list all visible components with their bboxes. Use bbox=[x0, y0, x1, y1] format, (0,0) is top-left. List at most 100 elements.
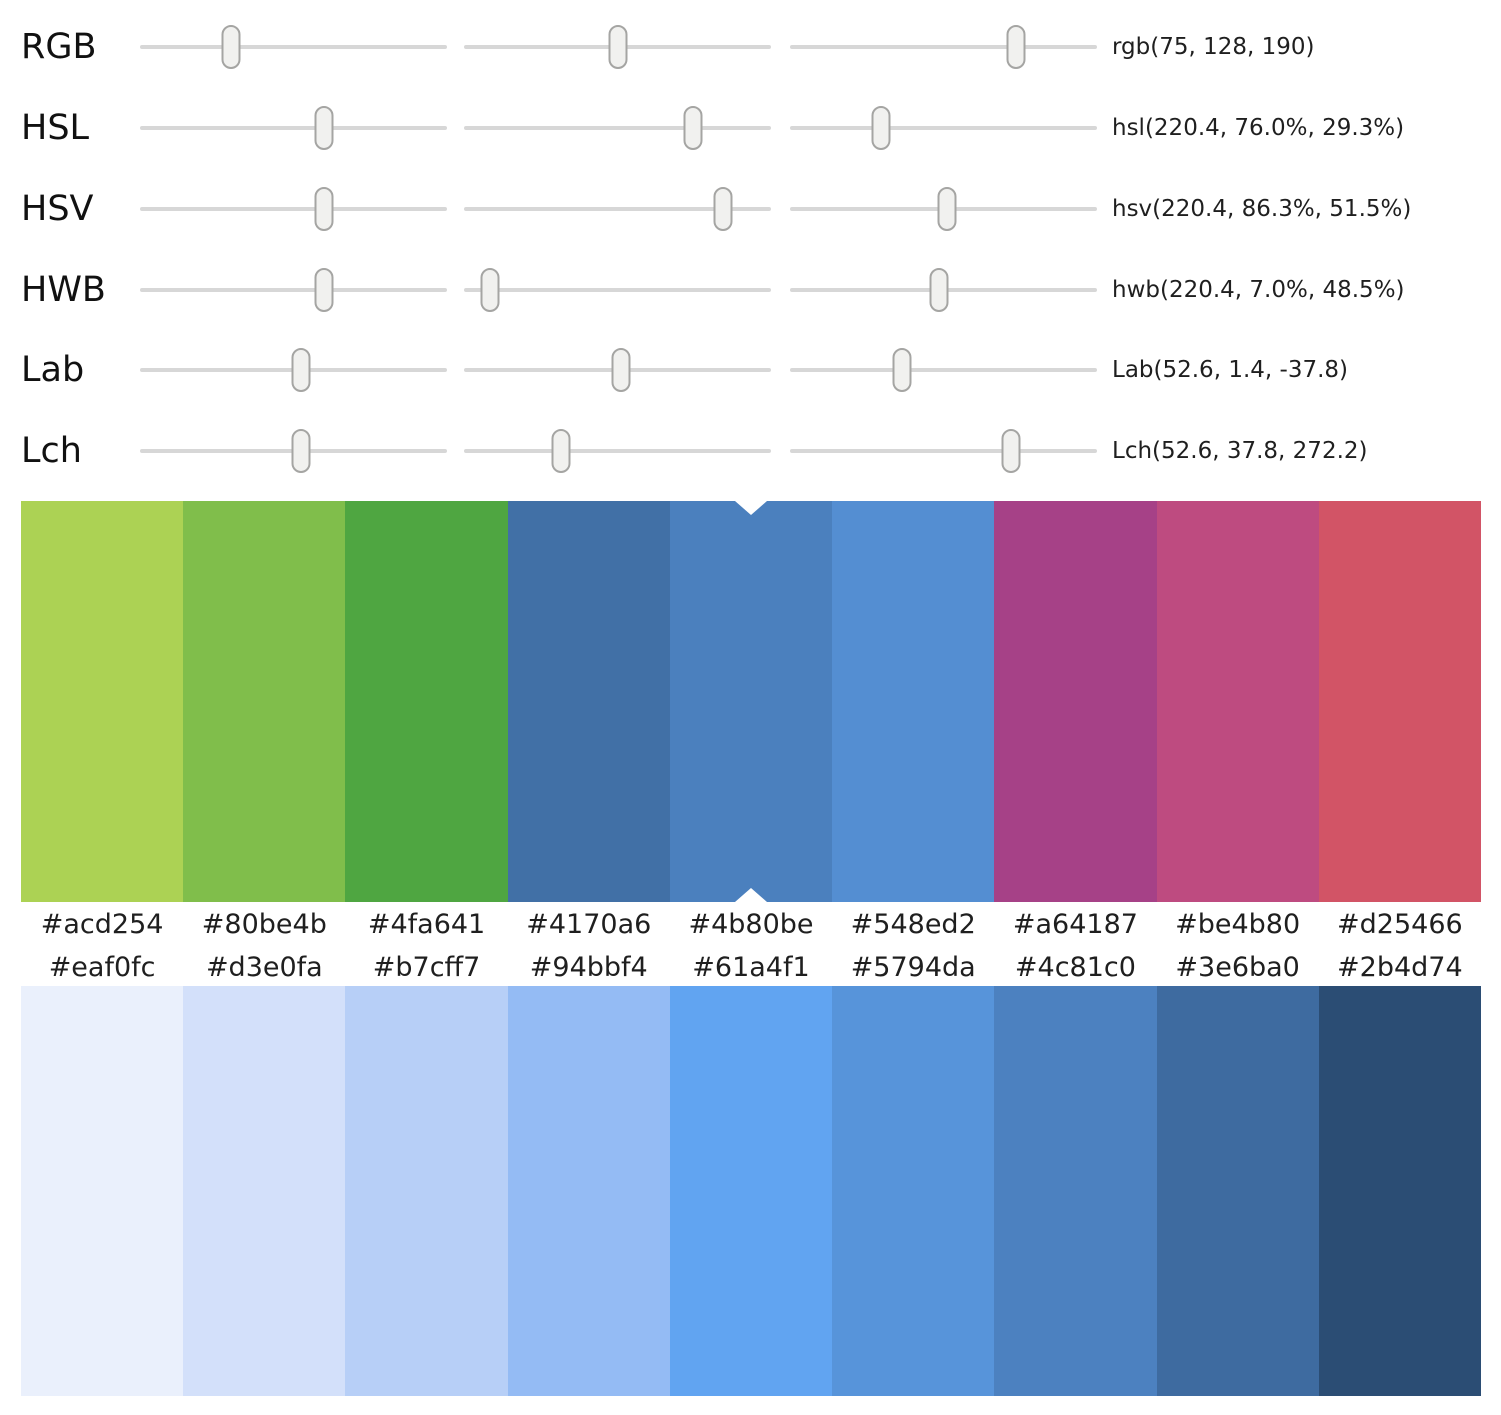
hex-label: #94bbf4 bbox=[529, 952, 648, 983]
slider-thumb[interactable] bbox=[314, 268, 334, 312]
lab-a-slider[interactable] bbox=[464, 348, 771, 392]
hue-swatch-3[interactable] bbox=[345, 501, 508, 902]
shade-swatch-3[interactable] bbox=[345, 986, 508, 1396]
hue-swatch-5-selected[interactable] bbox=[669, 501, 833, 902]
slider-thumb[interactable] bbox=[221, 25, 241, 69]
hue-swatch-2[interactable] bbox=[183, 501, 346, 902]
hue-swatch-6[interactable] bbox=[832, 501, 995, 902]
hex-label: #61a4f1 bbox=[692, 952, 810, 983]
hex-label: #b7cff7 bbox=[372, 952, 481, 983]
hue-swatch-1[interactable] bbox=[21, 501, 184, 902]
hwb-blackness-slider[interactable] bbox=[790, 268, 1097, 312]
shade-swatch-1[interactable] bbox=[21, 986, 184, 1396]
hsl-value-text: hsl(220.4, 76.0%, 29.3%) bbox=[1112, 115, 1405, 141]
slider-thumb[interactable] bbox=[871, 106, 891, 150]
hex-label: #548ed2 bbox=[850, 909, 976, 940]
shade-hex-labels: #eaf0fc #d3e0fa #b7cff7 #94bbf4 #61a4f1 … bbox=[21, 948, 1481, 988]
slider-thumb[interactable] bbox=[1006, 25, 1026, 69]
hue-swatch-7[interactable] bbox=[994, 501, 1157, 902]
slider-thumb[interactable] bbox=[608, 25, 628, 69]
hex-label: #80be4b bbox=[201, 909, 327, 940]
slider-thumb[interactable] bbox=[314, 106, 334, 150]
slider-thumb[interactable] bbox=[683, 106, 703, 150]
slider-thumb[interactable] bbox=[480, 268, 500, 312]
shade-palette bbox=[21, 986, 1481, 1396]
hsv-saturation-slider[interactable] bbox=[464, 187, 771, 231]
slider-thumb[interactable] bbox=[291, 348, 311, 392]
slider-thumb[interactable] bbox=[713, 187, 733, 231]
selected-swatch-top-notch-icon bbox=[735, 501, 767, 515]
slider-track[interactable] bbox=[790, 449, 1097, 453]
rgb-blue-slider[interactable] bbox=[790, 25, 1097, 69]
shade-swatch-7[interactable] bbox=[994, 986, 1157, 1396]
hex-label: #4c81c0 bbox=[1014, 952, 1136, 983]
hex-label: #3e6ba0 bbox=[1175, 952, 1300, 983]
hsv-value-text: hsv(220.4, 86.3%, 51.5%) bbox=[1112, 196, 1412, 222]
hsl-hue-slider[interactable] bbox=[140, 106, 447, 150]
shade-swatch-2[interactable] bbox=[183, 986, 346, 1396]
lab-b-slider[interactable] bbox=[790, 348, 1097, 392]
shade-swatch-9[interactable] bbox=[1318, 986, 1481, 1396]
lch-l-slider[interactable] bbox=[140, 429, 447, 473]
slider-track[interactable] bbox=[464, 449, 771, 453]
hwb-value-text: hwb(220.4, 7.0%, 48.5%) bbox=[1112, 277, 1405, 303]
rgb-green-slider[interactable] bbox=[464, 25, 771, 69]
hsv-label: HSV bbox=[21, 189, 94, 229]
slider-thumb[interactable] bbox=[937, 187, 957, 231]
hex-label: #d25466 bbox=[1337, 909, 1463, 940]
slider-track[interactable] bbox=[464, 126, 771, 130]
hex-label: #2b4d74 bbox=[1337, 952, 1463, 983]
rgb-label: RGB bbox=[21, 27, 97, 67]
hsv-hue-slider[interactable] bbox=[140, 187, 447, 231]
shade-swatch-4[interactable] bbox=[507, 986, 670, 1396]
hue-swatch-4[interactable] bbox=[507, 501, 670, 902]
hsl-saturation-slider[interactable] bbox=[464, 106, 771, 150]
hex-label: #d3e0fa bbox=[205, 952, 323, 983]
shade-swatch-8[interactable] bbox=[1156, 986, 1319, 1396]
hex-label: #4b80be bbox=[688, 909, 814, 940]
lab-label: Lab bbox=[21, 350, 85, 390]
rgb-red-slider[interactable] bbox=[140, 25, 447, 69]
selected-swatch-bottom-notch-icon bbox=[735, 888, 767, 902]
slider-track[interactable] bbox=[140, 45, 447, 49]
slider-thumb[interactable] bbox=[551, 429, 571, 473]
slider-thumb[interactable] bbox=[314, 187, 334, 231]
lch-chroma-slider[interactable] bbox=[464, 429, 771, 473]
lab-value-text: Lab(52.6, 1.4, -37.8) bbox=[1112, 357, 1348, 383]
slider-track[interactable] bbox=[140, 288, 447, 292]
slider-track[interactable] bbox=[464, 207, 771, 211]
slider-track[interactable] bbox=[140, 207, 447, 211]
lch-value-text: Lch(52.6, 37.8, 272.2) bbox=[1112, 438, 1368, 464]
slider-thumb[interactable] bbox=[892, 348, 912, 392]
hwb-hue-slider[interactable] bbox=[140, 268, 447, 312]
hwb-whiteness-slider[interactable] bbox=[464, 268, 771, 312]
hue-hex-labels: #acd254 #80be4b #4fa641 #4170a6 #4b80be … bbox=[21, 905, 1481, 945]
hex-label: #4170a6 bbox=[526, 909, 652, 940]
hex-label: #be4b80 bbox=[1175, 909, 1301, 940]
hsl-label: HSL bbox=[21, 108, 90, 148]
lch-label: Lch bbox=[21, 431, 82, 471]
lab-l-slider[interactable] bbox=[140, 348, 447, 392]
slider-thumb[interactable] bbox=[929, 268, 949, 312]
hue-swatch-9[interactable] bbox=[1318, 501, 1481, 902]
slider-track[interactable] bbox=[464, 288, 771, 292]
slider-track[interactable] bbox=[790, 45, 1097, 49]
hue-palette bbox=[21, 501, 1481, 902]
hsv-value-slider[interactable] bbox=[790, 187, 1097, 231]
slider-track[interactable] bbox=[790, 126, 1097, 130]
shade-swatch-6[interactable] bbox=[832, 986, 995, 1396]
hsl-lightness-slider[interactable] bbox=[790, 106, 1097, 150]
hue-swatch-8[interactable] bbox=[1156, 501, 1319, 902]
slider-thumb[interactable] bbox=[611, 348, 631, 392]
lch-hue-slider[interactable] bbox=[790, 429, 1097, 473]
slider-thumb[interactable] bbox=[291, 429, 311, 473]
slider-thumb[interactable] bbox=[1001, 429, 1021, 473]
hex-label: #a64187 bbox=[1012, 909, 1138, 940]
slider-track[interactable] bbox=[140, 126, 447, 130]
slider-track[interactable] bbox=[790, 368, 1097, 372]
shade-swatch-5[interactable] bbox=[669, 986, 833, 1396]
hex-label: #acd254 bbox=[40, 909, 164, 940]
rgb-value-text: rgb(75, 128, 190) bbox=[1112, 34, 1315, 60]
hex-label: #5794da bbox=[850, 952, 976, 983]
